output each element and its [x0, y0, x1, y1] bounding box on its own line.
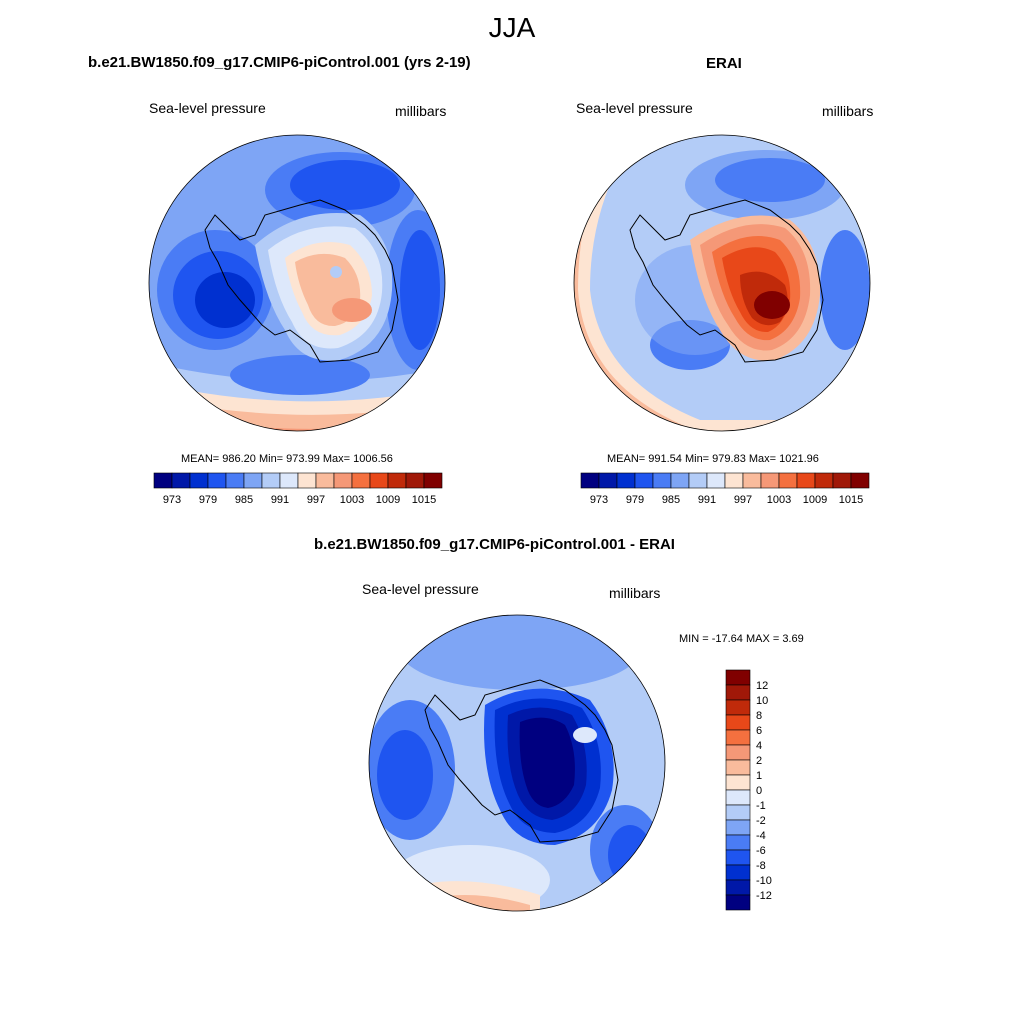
- colorbar-2-box: [814, 472, 834, 489]
- colorbar-2: 973 979 985 991 997 1003 1009 1015: [580, 472, 870, 506]
- map-3: [368, 614, 666, 912]
- colorbar-3-tick-label: 1: [756, 770, 762, 782]
- colorbar-2-box: [724, 472, 744, 489]
- colorbar-3-tick-label: 10: [756, 695, 768, 707]
- colorbar-2-tick-label: 973: [590, 494, 608, 506]
- panel-3-stats: MIN = -17.64 MAX = 3.69: [679, 633, 804, 645]
- colorbar-1-box: [351, 472, 371, 489]
- colorbar-3-tick-label: 0: [756, 785, 762, 797]
- colorbar-3-box: [725, 834, 751, 851]
- colorbar-2-box: [760, 472, 780, 489]
- colorbar-1-box: [297, 472, 317, 489]
- colorbar-3-box: [725, 804, 751, 821]
- colorbar-2-box: [742, 472, 762, 489]
- panel-3-units: millibars: [609, 585, 661, 601]
- colorbar-1-tick-label: 985: [235, 494, 253, 506]
- colorbar-3-box: [725, 819, 751, 836]
- colorbar-2-box: [670, 472, 690, 489]
- colorbar-3-box: [725, 864, 751, 881]
- colorbar-1-box: [153, 472, 173, 489]
- colorbar-2-box: [850, 472, 870, 489]
- colorbar-2-tick-label: 1009: [803, 494, 827, 506]
- colorbar-3-tick-label: -6: [756, 845, 766, 857]
- colorbar-3-box: [725, 729, 751, 746]
- panel-3-title: b.e21.BW1850.f09_g17.CMIP6-piControl.001…: [314, 536, 675, 553]
- colorbar-1-tick-label: 997: [307, 494, 325, 506]
- colorbar-1-tick-label: 1015: [412, 494, 436, 506]
- colorbar-2-box: [616, 472, 636, 489]
- panel-2-field-label: Sea-level pressure: [576, 100, 693, 116]
- colorbar-3-box: [725, 894, 751, 911]
- colorbar-3-tick-label: -1: [756, 800, 766, 812]
- colorbar-1-box: [387, 472, 407, 489]
- colorbar-3-box: [725, 879, 751, 896]
- colorbar-2-box: [778, 472, 798, 489]
- figure-title: JJA: [488, 12, 536, 43]
- colorbar-3-box: [725, 669, 751, 686]
- map-2: [573, 134, 871, 432]
- colorbar-1-box: [423, 472, 443, 489]
- panel-1-title: b.e21.BW1850.f09_g17.CMIP6-piControl.001…: [88, 54, 471, 71]
- colorbar-3-tick-label: -12: [756, 890, 772, 902]
- colorbar-3-box: [725, 849, 751, 866]
- colorbar-2-tick-label: 985: [662, 494, 680, 506]
- colorbar-1-tick-label: 1003: [340, 494, 364, 506]
- panel-1-stats: MEAN= 986.20 Min= 973.99 Max= 1006.56: [181, 453, 393, 465]
- colorbar-1-box: [225, 472, 245, 489]
- colorbar-2-tick-label: 1003: [767, 494, 791, 506]
- colorbar-1-tick-label: 1009: [376, 494, 400, 506]
- colorbar-1-box: [171, 472, 191, 489]
- colorbar-3-tick-label: -4: [756, 830, 766, 842]
- colorbar-3-tick-label: 2: [756, 755, 762, 767]
- colorbar-3-box: [725, 684, 751, 701]
- colorbar-3-tick-label: 4: [756, 740, 762, 752]
- colorbar-1-tick-label: 991: [271, 494, 289, 506]
- colorbar-3-box: [725, 774, 751, 791]
- panel-3-field-label: Sea-level pressure: [362, 581, 479, 597]
- panel-1-units: millibars: [395, 103, 447, 119]
- colorbar-2-box: [706, 472, 726, 489]
- colorbar-2-box: [598, 472, 618, 489]
- colorbar-3-box: [725, 699, 751, 716]
- colorbar-3-tick-label: 8: [756, 710, 762, 722]
- colorbar-2-box: [634, 472, 654, 489]
- colorbar-3-tick-label: -8: [756, 860, 766, 872]
- colorbar-2-box: [832, 472, 852, 489]
- colorbar-1-box: [207, 472, 227, 489]
- map-1: [148, 134, 446, 432]
- colorbar-2-tick-label: 1015: [839, 494, 863, 506]
- panel-2-title: ERAI: [706, 55, 742, 72]
- colorbar-1-tick-label: 979: [199, 494, 217, 506]
- colorbar-1-box: [369, 472, 389, 489]
- colorbar-1-box: [333, 472, 353, 489]
- colorbar-1-box: [261, 472, 281, 489]
- colorbar-3-box: [725, 759, 751, 776]
- colorbar-1-box: [243, 472, 263, 489]
- colorbar-2-tick-label: 997: [734, 494, 752, 506]
- colorbar-3-box: [725, 744, 751, 761]
- colorbar-1-box: [279, 472, 299, 489]
- colorbar-3-tick-label: 6: [756, 725, 762, 737]
- colorbar-3-box: [725, 789, 751, 806]
- colorbar-3-tick-label: -10: [756, 875, 772, 887]
- colorbar-2-box: [688, 472, 708, 489]
- colorbar-2-box: [652, 472, 672, 489]
- panel-2-stats: MEAN= 991.54 Min= 979.83 Max= 1021.96: [607, 453, 819, 465]
- colorbar-1: 973 979 985 991 997 1003 1009 1015: [153, 472, 443, 506]
- colorbar-3-tick-label: -2: [756, 815, 766, 827]
- colorbar-1-box: [315, 472, 335, 489]
- colorbar-2-box: [580, 472, 600, 489]
- colorbar-1-box: [189, 472, 209, 489]
- panel-1-field-label: Sea-level pressure: [149, 100, 266, 116]
- colorbar-1-box: [405, 472, 425, 489]
- colorbar-1-tick-label: 973: [163, 494, 181, 506]
- colorbar-2-box: [796, 472, 816, 489]
- colorbar-3-box: [725, 714, 751, 731]
- colorbar-3-tick-label: 12: [756, 680, 768, 692]
- colorbar-2-tick-label: 979: [626, 494, 644, 506]
- panel-2-units: millibars: [822, 103, 874, 119]
- colorbar-2-tick-label: 991: [698, 494, 716, 506]
